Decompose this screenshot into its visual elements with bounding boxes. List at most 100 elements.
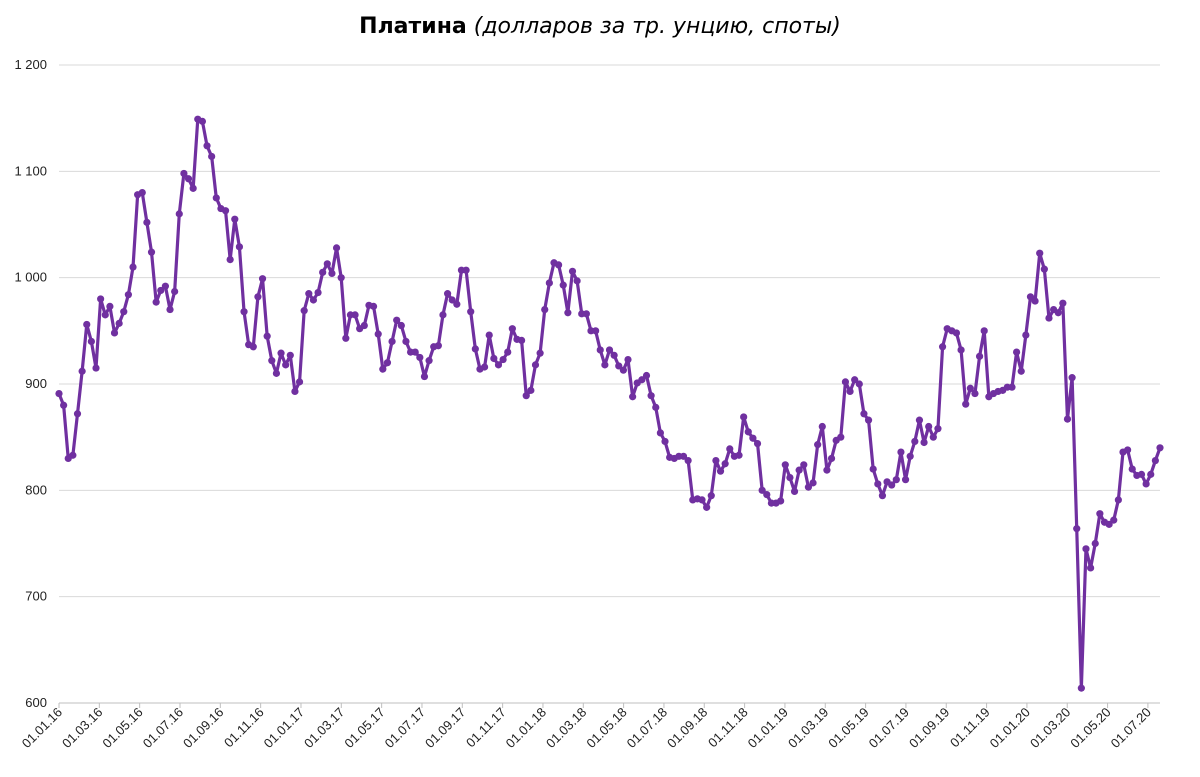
data-point	[143, 218, 151, 226]
data-point	[208, 152, 216, 161]
data-point	[1040, 265, 1048, 273]
data-point	[277, 349, 285, 357]
data-point	[1151, 456, 1159, 465]
data-point	[897, 448, 905, 456]
data-point	[629, 393, 637, 401]
data-point	[319, 268, 327, 276]
data-point	[443, 290, 452, 298]
data-point	[1017, 367, 1025, 375]
data-point	[952, 329, 961, 337]
data-point	[753, 439, 762, 448]
data-point	[286, 351, 294, 359]
data-point	[878, 492, 887, 500]
data-point	[957, 346, 965, 354]
data-point	[568, 267, 577, 275]
x-tick-label: 01.03.18	[543, 705, 589, 751]
data-point	[925, 422, 933, 431]
data-point	[337, 274, 345, 282]
data-point	[1073, 525, 1081, 533]
data-point	[740, 413, 748, 421]
data-point	[83, 320, 91, 329]
data-point	[703, 503, 711, 511]
data-point	[1026, 293, 1035, 301]
data-point	[1105, 520, 1113, 528]
data-point	[809, 479, 817, 487]
data-point	[827, 454, 836, 463]
data-point	[975, 352, 984, 360]
data-point	[221, 207, 230, 215]
data-point	[300, 307, 308, 315]
x-tick-label: 01.11.18	[705, 705, 751, 751]
data-point	[763, 490, 771, 499]
data-point	[652, 403, 660, 411]
data-point	[735, 451, 743, 459]
data-point	[1128, 465, 1136, 473]
x-tick-label: 01.09.17	[422, 705, 468, 751]
data-point	[698, 496, 706, 504]
chart-title: Платина (долларов за тр. унцию, споты)	[0, 14, 1200, 39]
data-point	[642, 371, 651, 380]
x-tick-label: 01.05.18	[583, 705, 629, 751]
data-point	[314, 288, 322, 297]
data-point	[721, 460, 729, 468]
data-point	[615, 362, 623, 370]
data-point	[1156, 444, 1164, 452]
data-point	[282, 361, 290, 369]
data-point	[1114, 496, 1122, 504]
data-point	[1031, 297, 1039, 305]
data-point	[1022, 331, 1030, 339]
data-point	[1077, 684, 1085, 692]
x-tick-label: 01.05.19	[825, 705, 871, 751]
data-point	[804, 483, 813, 491]
data-point	[166, 305, 174, 314]
data-point	[101, 311, 109, 319]
data-point	[411, 348, 419, 356]
data-point	[518, 336, 526, 344]
data-point	[434, 342, 442, 350]
data-point	[920, 438, 928, 447]
data-point	[1147, 470, 1155, 478]
data-point	[1142, 480, 1150, 488]
data-point	[115, 319, 123, 327]
data-point	[97, 295, 105, 303]
data-point	[272, 369, 281, 377]
y-tick-label: 1 100	[14, 163, 47, 178]
data-point	[1087, 564, 1095, 572]
data-point	[175, 210, 183, 218]
data-point	[328, 269, 336, 278]
data-point	[439, 311, 447, 319]
data-point	[684, 456, 692, 465]
data-point	[656, 429, 664, 437]
series-line	[57, 117, 1162, 690]
data-point	[800, 461, 808, 469]
data-point	[189, 184, 197, 192]
x-tick-label: 01.11.16	[221, 705, 267, 751]
data-point	[915, 416, 924, 424]
data-point	[786, 473, 794, 482]
data-point	[235, 243, 244, 251]
data-point	[624, 355, 632, 364]
data-point	[564, 309, 572, 317]
data-point	[453, 300, 461, 308]
data-point	[901, 476, 910, 484]
data-point	[110, 329, 119, 337]
x-tick-label: 01.07.19	[866, 705, 912, 751]
data-point	[212, 194, 220, 202]
data-point	[860, 410, 868, 418]
data-point	[841, 378, 850, 386]
data-point	[888, 481, 896, 489]
data-point	[295, 378, 304, 386]
data-point	[55, 389, 63, 398]
data-point	[892, 476, 900, 484]
data-point	[555, 261, 563, 269]
data-point	[388, 337, 396, 346]
data-point	[60, 401, 68, 409]
data-point	[619, 366, 627, 374]
x-tick-label: 01.11.17	[463, 705, 509, 751]
data-point	[1059, 299, 1067, 307]
data-point	[647, 392, 655, 400]
x-tick-label: 01.01.16	[19, 705, 65, 751]
data-point	[78, 367, 86, 375]
data-point	[198, 117, 207, 125]
data-point	[661, 437, 669, 446]
